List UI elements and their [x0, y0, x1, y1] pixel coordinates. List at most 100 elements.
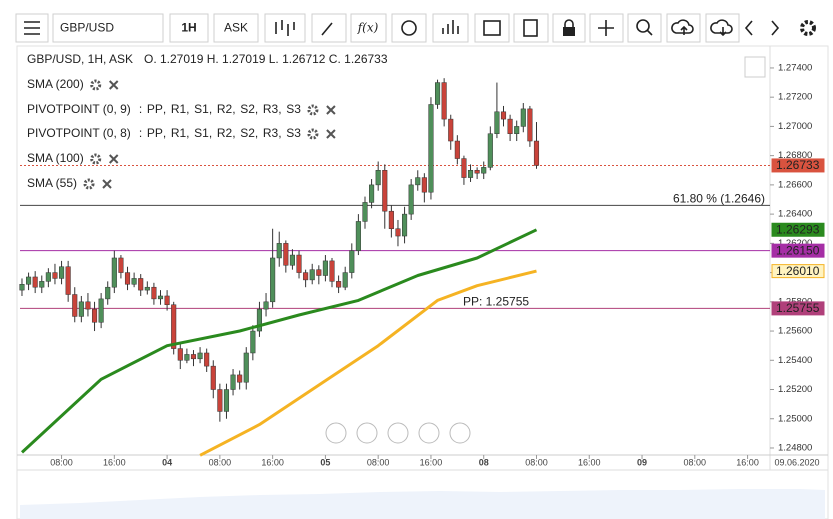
indicator-button[interactable]: [350, 13, 387, 43]
scroll-left[interactable]: [325, 422, 347, 444]
panel-frame: [16, 45, 829, 519]
candle-body: [197, 352, 203, 360]
symbol-input[interactable]: [52, 13, 164, 43]
pivot-item: S3: [286, 102, 301, 116]
candle-body: [316, 269, 322, 276]
candle-body: [500, 111, 507, 120]
pivot-item: PP: [147, 126, 163, 140]
scroll-right[interactable]: [449, 422, 471, 444]
remove-icon[interactable]: [326, 105, 336, 115]
candle-body: [336, 281, 342, 288]
reset[interactable]: [387, 422, 409, 444]
separator: ,: [163, 102, 166, 116]
y-tick-label: 1.26600: [778, 179, 812, 190]
candle-body: [395, 228, 401, 237]
candle-icon: [275, 20, 295, 36]
settings-icon[interactable]: [307, 128, 319, 140]
expand-button[interactable]: [744, 56, 766, 78]
zoom-in[interactable]: [418, 422, 440, 444]
candle-body: [474, 170, 480, 174]
draw-button[interactable]: [311, 13, 347, 43]
candle-body: [283, 243, 289, 266]
remove-icon[interactable]: [102, 179, 112, 189]
zoom-button[interactable]: [627, 13, 662, 43]
prev-button[interactable]: [744, 20, 753, 36]
separator: ,: [278, 102, 281, 116]
info-button[interactable]: [391, 13, 427, 43]
x-tick-label: 09: [637, 457, 647, 467]
settings-icon[interactable]: [90, 153, 102, 165]
separator: ,: [186, 126, 189, 140]
y-tick-label: 1.26400: [778, 209, 812, 220]
candle-body: [26, 276, 32, 285]
price-tag-label: 1.26150: [776, 243, 820, 257]
candle-body: [204, 352, 210, 367]
y-tick-label: 1.25400: [778, 355, 812, 366]
candle-body: [514, 126, 520, 134]
candle-body: [481, 167, 487, 174]
report-button[interactable]: [513, 13, 549, 43]
bars-button[interactable]: [432, 13, 469, 43]
candle-body: [45, 272, 51, 282]
interval-button[interactable]: [169, 13, 209, 43]
indicator-name: SMA (55): [27, 176, 77, 190]
price-tag-label: 1.25755: [776, 301, 820, 315]
y-tick-label: 1.24800: [778, 442, 812, 453]
interval: 1H: [181, 21, 196, 35]
fx: f(x): [357, 21, 379, 35]
pivot-item: S1: [194, 102, 209, 116]
candle-body: [210, 365, 216, 390]
pivot-item: R3: [263, 102, 279, 116]
y-tick-label: 1.27400: [778, 62, 812, 73]
candle-body: [91, 308, 98, 323]
calendar-icon: [483, 20, 501, 36]
settings-icon[interactable]: [307, 104, 319, 116]
level-annotation: PP: 1.25755: [463, 295, 529, 309]
x-tick-label: 08:00: [209, 457, 232, 467]
candle-body: [520, 108, 526, 127]
indicator-name: SMA (200): [27, 77, 84, 91]
pivot-item: R2: [217, 102, 233, 116]
legend: GBP/USD, 1H, ASK O. 1.27019 H. 1.27019 L…: [27, 52, 388, 190]
candle-body: [171, 304, 177, 349]
legend-ohlc: O. 1.27019 H. 1.27019 L. 1.26712 C. 1.26…: [144, 52, 388, 66]
indicator-name: SMA (100): [27, 151, 84, 165]
settings-icon[interactable]: [90, 79, 102, 91]
sma-line: [199, 269, 537, 457]
candle-body: [303, 272, 309, 281]
candle-body: [164, 295, 170, 305]
separator: ,: [255, 126, 258, 140]
y-tick-label: 1.25600: [778, 326, 812, 337]
remove-icon[interactable]: [108, 154, 119, 164]
candle-body: [461, 158, 467, 178]
pivot-item: R2: [217, 126, 233, 140]
candle-body: [369, 184, 375, 203]
y-tick-label: 1.25200: [778, 384, 812, 395]
candle-body: [309, 269, 315, 281]
zoom-out[interactable]: [356, 422, 378, 444]
candle-body: [190, 354, 197, 360]
y-tick-label: 1.26200: [778, 238, 812, 249]
candle-body: [402, 213, 408, 237]
candle-body: [223, 389, 230, 412]
price-tag-label: 1.26010: [776, 264, 820, 278]
settings-icon[interactable]: [83, 178, 95, 190]
chart-type-button[interactable]: [264, 13, 306, 43]
candle-body: [230, 374, 236, 390]
candle-body: [98, 298, 104, 323]
side-button[interactable]: [213, 13, 259, 43]
candle-body: [388, 210, 394, 229]
candle-body: [85, 301, 91, 310]
settings-button[interactable]: [800, 20, 816, 36]
x-tick-label: 08:00: [367, 457, 390, 467]
remove-icon[interactable]: [108, 80, 119, 90]
price-tag-label: 1.26293: [776, 222, 820, 236]
remove-icon[interactable]: [326, 129, 336, 139]
next-button[interactable]: [771, 20, 780, 36]
x-tick-label: 16:00: [736, 457, 759, 467]
x-tick-label: 16:00: [103, 457, 126, 467]
calendar-button[interactable]: [474, 13, 510, 43]
candle-body: [487, 133, 493, 168]
pen-icon: [321, 22, 333, 36]
